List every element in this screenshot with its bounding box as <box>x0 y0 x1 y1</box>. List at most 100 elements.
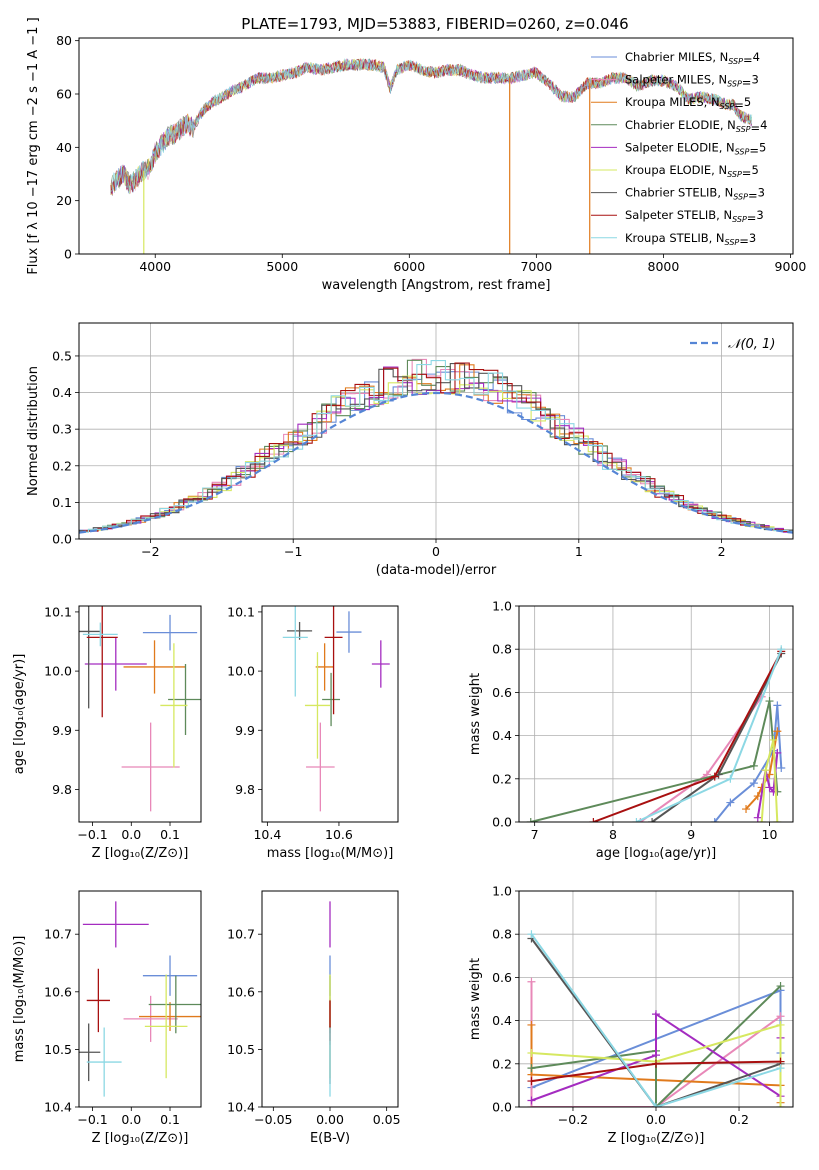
histogram-step-line <box>79 360 793 533</box>
x-tick-label: 0.0 <box>646 1112 666 1127</box>
reference-legend-label: 𝒩(0, 1) <box>728 337 775 352</box>
y-tick-label: 10.0 <box>227 664 255 679</box>
mass-weight-marker <box>527 1096 536 1105</box>
axes-frame <box>78 605 202 823</box>
x-tick-label: 8 <box>609 827 617 842</box>
legend-label: Chabrier MILES, NSSP=4 <box>625 50 760 67</box>
axes-frame <box>261 605 399 823</box>
mass-weight-marker <box>776 1103 785 1107</box>
mass-weight-marker <box>710 818 719 822</box>
mass-weight-marker <box>527 1064 536 1073</box>
axes-frame <box>78 322 794 540</box>
legend-label: Salpeter ELODIE, NSSP=5 <box>625 140 766 157</box>
mass-weight-marker <box>773 701 782 710</box>
legend-model: Salpeter STELIB, N <box>625 208 732 222</box>
y-tick-label: 0 <box>64 247 72 262</box>
mass-weight-marker <box>632 818 641 822</box>
legend-sub: SSP <box>727 170 742 179</box>
x-tick-label: 0.0 <box>121 1112 141 1127</box>
y-tick-label: 9.8 <box>52 782 72 797</box>
mass-weight-marker <box>726 798 735 807</box>
mass-weight-series-line <box>760 739 779 822</box>
legend-nssp: 5 <box>744 95 751 109</box>
legend-sub: SSP <box>728 57 743 66</box>
y-tick-label: 10.7 <box>44 927 72 942</box>
y-axis-label: mass weight <box>468 958 483 1040</box>
y-tick-label: 0.0 <box>492 815 512 830</box>
x-tick-label: 9 <box>687 827 695 842</box>
y-tick-label: 10.4 <box>44 1100 72 1115</box>
y-tick-label: 0.5 <box>52 348 72 363</box>
mass-weight-marker <box>776 982 785 991</box>
legend-nssp: 3 <box>756 208 763 222</box>
y-tick-label: 0.6 <box>492 685 512 700</box>
plot-area <box>79 358 793 534</box>
y-axis-label: Normed distribution <box>26 366 41 496</box>
plot-area <box>282 606 390 812</box>
plot-area <box>527 930 785 1107</box>
age-vs-mass-panel: 10.4 10.6 9.8 9.9 10.0 10.1 mass [log₁₀(M/M⊙)] <box>227 604 399 861</box>
mass-weight-marker <box>710 772 719 781</box>
mass-weight-series-line <box>639 696 763 822</box>
legend-sub: SSP <box>736 125 751 134</box>
mass-weight-series-line <box>531 985 782 1107</box>
y-tick-label: 0.8 <box>492 927 512 942</box>
x-axis-label: Z [log₁₀(Z/Z⊙)] <box>92 846 189 861</box>
legend-sub: SSP <box>733 193 748 202</box>
x-tick-label: 7000 <box>520 259 552 274</box>
y-tick-label: 0.8 <box>492 642 512 657</box>
y-tick-label: 80 <box>56 33 72 48</box>
mass-weight-series-line <box>530 933 781 1107</box>
mass-weight-series-line <box>530 937 781 1107</box>
y-tick-label: 0.4 <box>492 728 512 743</box>
x-tick-label: 2 <box>718 544 726 559</box>
legend-model: Chabrier MILES, N <box>625 50 728 64</box>
y-tick-label: 1.0 <box>492 599 512 614</box>
axes-frame <box>78 37 794 255</box>
y-tick-label: 0.6 <box>492 970 512 985</box>
y-tick-label: 0.0 <box>492 1100 512 1115</box>
x-tick-label: −2 <box>141 544 159 559</box>
y-tick-label: 10.7 <box>227 927 255 942</box>
x-tick-label: 0.00 <box>316 1112 344 1127</box>
mass-weight-marker <box>769 735 778 744</box>
y-axis-label: Flux [f λ 10 −17 erg cm −2 s −1 A −1 ] <box>26 17 41 274</box>
normal-reference-curve <box>79 391 793 534</box>
x-tick-label: 0 <box>432 544 440 559</box>
y-tick-label: 9.8 <box>235 782 255 797</box>
legend-sub: SSP <box>732 215 747 224</box>
legend-model: Chabrier ELODIE, N <box>625 118 736 132</box>
x-axis-label: age [log₁₀(age/yr)] <box>596 846 717 861</box>
figure-title: PLATE=1793, MJD=53883, FIBERID=0260, z=0… <box>241 15 628 33</box>
x-axis-label: wavelength [Angstrom, rest frame] <box>322 278 551 293</box>
legend-model: Salpeter MILES, N <box>625 73 727 87</box>
plot-area <box>526 645 786 822</box>
legend-model: Kroupa ELODIE, N <box>625 163 727 177</box>
x-tick-label: 10.4 <box>253 827 281 842</box>
mass-weight-marker <box>757 818 766 822</box>
legend-nssp: 3 <box>751 73 758 87</box>
axes-frame <box>518 605 794 823</box>
mass-weight-series-line <box>530 700 779 822</box>
mass-weight-marker <box>527 1049 536 1057</box>
axes-frame <box>78 890 202 1108</box>
x-axis-label: mass [log₁₀(M/M⊙)] <box>267 846 394 861</box>
mass-weight-marker <box>749 779 758 788</box>
y-tick-label: 20 <box>56 193 72 208</box>
legend-sub: SSP <box>725 238 740 247</box>
x-tick-label: 10.6 <box>325 827 353 842</box>
mass-weight-marker <box>742 805 751 814</box>
mass-weight-marker <box>652 1010 660 1019</box>
y-tick-label: 10.4 <box>227 1100 255 1115</box>
x-tick-label: 9000 <box>775 259 807 274</box>
mass-weight-marker <box>753 813 762 822</box>
x-tick-label: −0.1 <box>77 827 107 842</box>
plot-area <box>79 901 201 1097</box>
y-tick-label: 10.6 <box>44 984 72 999</box>
histogram-step-line <box>79 362 793 533</box>
spectrum-series-line <box>110 58 753 194</box>
legend-label: Kroupa ELODIE, NSSP=5 <box>625 163 759 180</box>
mass-weight-marker <box>527 930 536 939</box>
residual-histogram-panel: −2 −1 0 1 2 0.0 0.1 0.2 0.3 0.4 0.5 (data-model)/er… <box>26 322 794 578</box>
